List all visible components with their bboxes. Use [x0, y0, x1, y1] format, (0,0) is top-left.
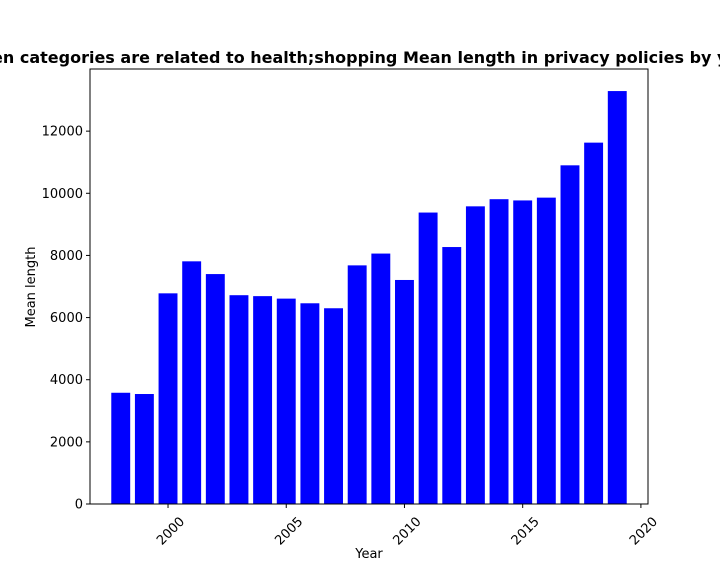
bar-2009	[371, 253, 391, 504]
bar-2010	[395, 279, 414, 504]
bar-2018	[584, 142, 604, 504]
bar-2000	[158, 293, 178, 504]
bar-2015	[513, 200, 533, 505]
y-tick-label: 4000	[50, 373, 83, 388]
bar-2002	[205, 274, 225, 504]
x-tick-label: 2000	[154, 514, 188, 548]
bar-2005	[276, 298, 296, 504]
x-tick-label: 2005	[272, 514, 306, 548]
chart-title: When categories are related to health;sh…	[0, 48, 720, 67]
bar-1999	[134, 394, 154, 504]
bar-1998	[111, 392, 131, 504]
bar-2008	[347, 265, 367, 504]
x-tick-label: 2020	[627, 514, 661, 548]
bars-group	[111, 91, 627, 505]
bar-2004	[253, 296, 273, 504]
bar-2016	[536, 197, 556, 504]
plot-frame	[89, 68, 649, 505]
y-tick-label: 8000	[50, 249, 83, 264]
x-tick-label: 2010	[391, 514, 425, 548]
x-axis-label: Year	[354, 547, 383, 562]
y-tick-label: 10000	[42, 187, 83, 202]
bar-2006	[300, 303, 320, 504]
bar-2011	[418, 212, 438, 505]
y-tick-label: 0	[75, 498, 83, 513]
bar-2014	[489, 199, 509, 505]
x-tick-label: 2015	[509, 514, 543, 548]
bar-2013	[465, 206, 485, 505]
y-tick-label: 12000	[42, 125, 83, 140]
bar-2012	[442, 247, 462, 504]
bar-2003	[229, 295, 249, 504]
y-axis-ticks: 0 2000 4000 6000 8000 10000 12000	[42, 125, 90, 513]
bar-2001	[182, 261, 202, 504]
y-axis-label: Mean length	[24, 247, 39, 328]
y-tick-label: 6000	[50, 311, 83, 326]
bar-2007	[324, 308, 343, 504]
bar-2017	[560, 165, 580, 505]
bar-2019	[607, 91, 627, 504]
x-axis-ticks: 2000 2005 2010 2015 2020	[154, 504, 661, 548]
y-tick-label: 2000	[50, 435, 83, 450]
